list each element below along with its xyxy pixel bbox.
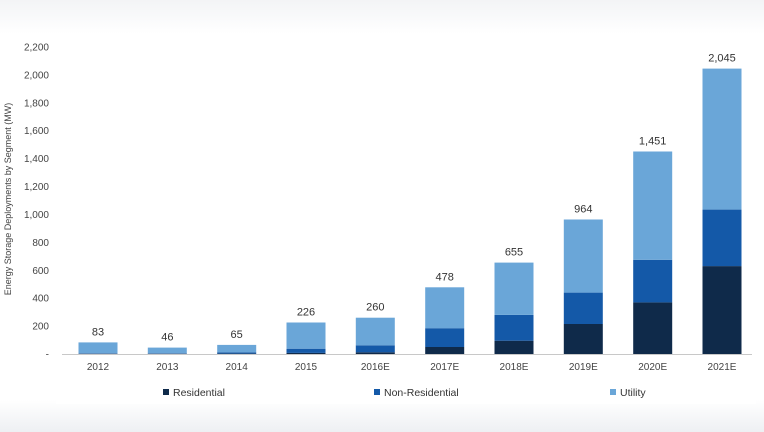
y-axis-ticks: - 200 400 600 800 1,000 1,200 1,400 1,600 1,800 2,… bbox=[24, 43, 49, 361]
legend: Residential Non-Residential Utility bbox=[163, 387, 646, 399]
total-label: 2,045 bbox=[708, 53, 736, 65]
total-label: 964 bbox=[574, 204, 592, 216]
bar-utility-2020e bbox=[633, 151, 673, 260]
legend-label-utility: Utility bbox=[620, 387, 646, 399]
y-tick-label: 600 bbox=[32, 266, 49, 277]
total-label: 46 bbox=[161, 332, 173, 344]
legend-swatch-non-residential bbox=[374, 389, 380, 395]
legend-label-non-residential: Non-Residential bbox=[384, 387, 459, 399]
x-tick-label: 2020E bbox=[638, 362, 667, 373]
total-label: 260 bbox=[366, 302, 384, 314]
bar-non-residential-2015 bbox=[286, 348, 326, 353]
x-tick-label: 2012 bbox=[87, 362, 110, 373]
bar-utility-2014 bbox=[217, 344, 257, 353]
total-label: 226 bbox=[297, 307, 315, 319]
bar-residential-2019e bbox=[563, 324, 603, 354]
y-tick-label: - bbox=[46, 350, 49, 361]
y-tick-label: 1,400 bbox=[24, 154, 49, 165]
x-tick-label: 2018E bbox=[500, 362, 529, 373]
total-label: 83 bbox=[92, 326, 104, 338]
y-tick-label: 1,800 bbox=[24, 98, 49, 109]
y-axis-title: Energy Storage Deployments by Segment (M… bbox=[3, 103, 13, 296]
y-tick-label: 1,000 bbox=[24, 210, 49, 221]
bar-residential-2018e bbox=[494, 340, 534, 354]
bars-group bbox=[78, 68, 742, 354]
bar-non-residential-2020e bbox=[633, 259, 673, 303]
y-tick-label: 1,600 bbox=[24, 126, 49, 137]
x-axis-ticks: 2012 2013 2014 2015 2016E 2017E 2018E 2019E 2020… bbox=[87, 362, 737, 373]
y-tick-label: 2,000 bbox=[24, 70, 49, 81]
total-label: 478 bbox=[435, 271, 453, 283]
y-tick-label: 1,200 bbox=[24, 182, 49, 193]
bar-non-residential-2018e bbox=[494, 314, 534, 341]
bar-utility-2017e bbox=[425, 287, 465, 329]
x-tick-label: 2014 bbox=[226, 362, 249, 373]
x-tick-label: 2015 bbox=[295, 362, 318, 373]
bar-residential-2015 bbox=[286, 352, 326, 354]
bar-utility-2013 bbox=[147, 347, 187, 354]
y-tick-label: 200 bbox=[32, 322, 49, 333]
bar-non-residential-2014 bbox=[217, 352, 257, 354]
bar-non-residential-2019e bbox=[563, 292, 603, 324]
bar-utility-2016e bbox=[355, 317, 395, 346]
legend-swatch-residential bbox=[163, 389, 169, 395]
x-tick-label: 2017E bbox=[430, 362, 459, 373]
total-label: 1,451 bbox=[639, 136, 667, 148]
y-axis-title-group: Energy Storage Deployments by Segment (M… bbox=[3, 103, 13, 296]
bar-utility-2015 bbox=[286, 322, 326, 349]
y-tick-label: 400 bbox=[32, 294, 49, 305]
x-tick-label: 2021E bbox=[708, 362, 737, 373]
bar-utility-2021e bbox=[702, 68, 742, 210]
bar-residential-2016e bbox=[355, 352, 395, 354]
bar-residential-2020e bbox=[633, 302, 673, 354]
total-labels-group: 83 46 65 226 260 478 655 964 1,451 2,045 bbox=[92, 53, 736, 344]
bar-residential-2021e bbox=[702, 266, 742, 354]
x-tick-label: 2019E bbox=[569, 362, 598, 373]
legend-label-residential: Residential bbox=[173, 387, 225, 399]
x-tick-label: 2013 bbox=[156, 362, 179, 373]
y-tick-label: 2,200 bbox=[24, 43, 49, 54]
x-tick-label: 2016E bbox=[361, 362, 390, 373]
bar-non-residential-2017e bbox=[425, 328, 465, 347]
bar-utility-2012 bbox=[78, 342, 118, 354]
bar-utility-2018e bbox=[494, 262, 534, 315]
total-label: 65 bbox=[231, 329, 243, 341]
total-label: 655 bbox=[505, 247, 523, 259]
bar-utility-2019e bbox=[563, 219, 603, 293]
legend-swatch-utility bbox=[610, 389, 616, 395]
bar-residential-2017e bbox=[425, 347, 465, 354]
y-tick-label: 800 bbox=[32, 238, 49, 249]
bar-non-residential-2016e bbox=[355, 345, 395, 353]
bar-non-residential-2021e bbox=[702, 209, 742, 267]
